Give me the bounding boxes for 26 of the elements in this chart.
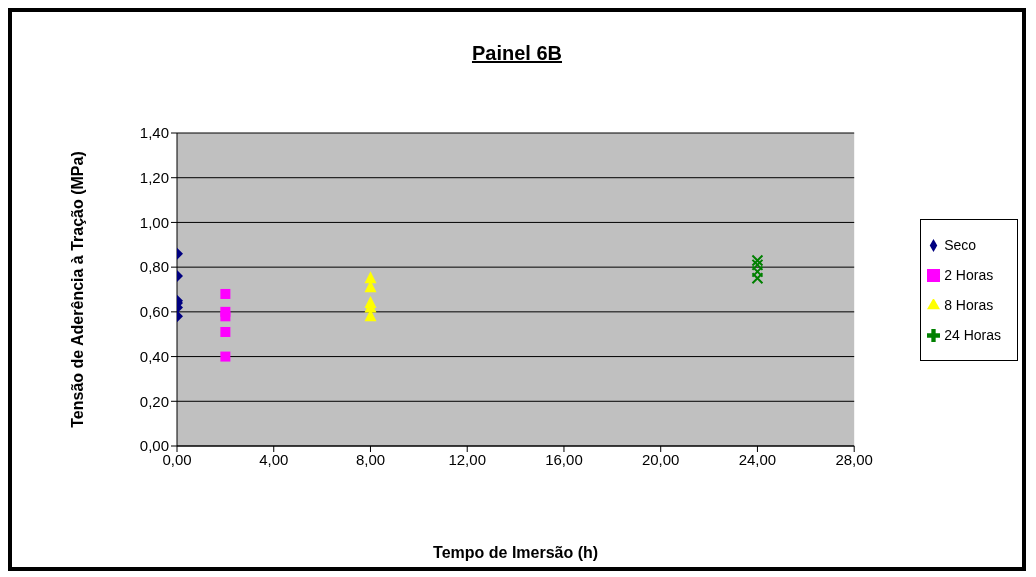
x-tick-label: 8,00 [355, 450, 386, 468]
point [220, 326, 231, 337]
legend-label: 2 Horas [944, 266, 994, 283]
x-tick-label: 24,00 [738, 450, 777, 468]
y-tick-label: 1,20 [139, 169, 169, 187]
legend-label: 8 Horas [944, 296, 994, 313]
y-tick-label: 1,40 [139, 124, 169, 142]
point [220, 351, 231, 362]
chart-title: Painel 6B [470, 42, 563, 65]
y-axis-title: Tensão de Aderência à Tração (MPa) [68, 151, 86, 428]
x-tick-label: 12,00 [448, 450, 486, 468]
y-tick-label: 0,60 [139, 303, 169, 321]
x-tick-label: 16,00 [545, 450, 583, 468]
x-tick-label: 20,00 [641, 450, 680, 468]
y-tick-label: 1,00 [139, 213, 169, 231]
x-tick-label: 28,00 [835, 450, 873, 468]
x-axis-title: Tempo de Imersão (h) [433, 544, 599, 561]
legend-label: Seco [944, 236, 977, 253]
y-tick-label: 0,80 [139, 258, 169, 276]
point [364, 271, 377, 284]
point [220, 288, 231, 299]
y-tick-label: 0,20 [139, 392, 169, 410]
y-tick-label: 0,40 [139, 347, 169, 365]
point [220, 311, 231, 322]
x-tick-label: 4,00 [259, 450, 289, 468]
legend-label: 24 Horas [944, 326, 1001, 343]
